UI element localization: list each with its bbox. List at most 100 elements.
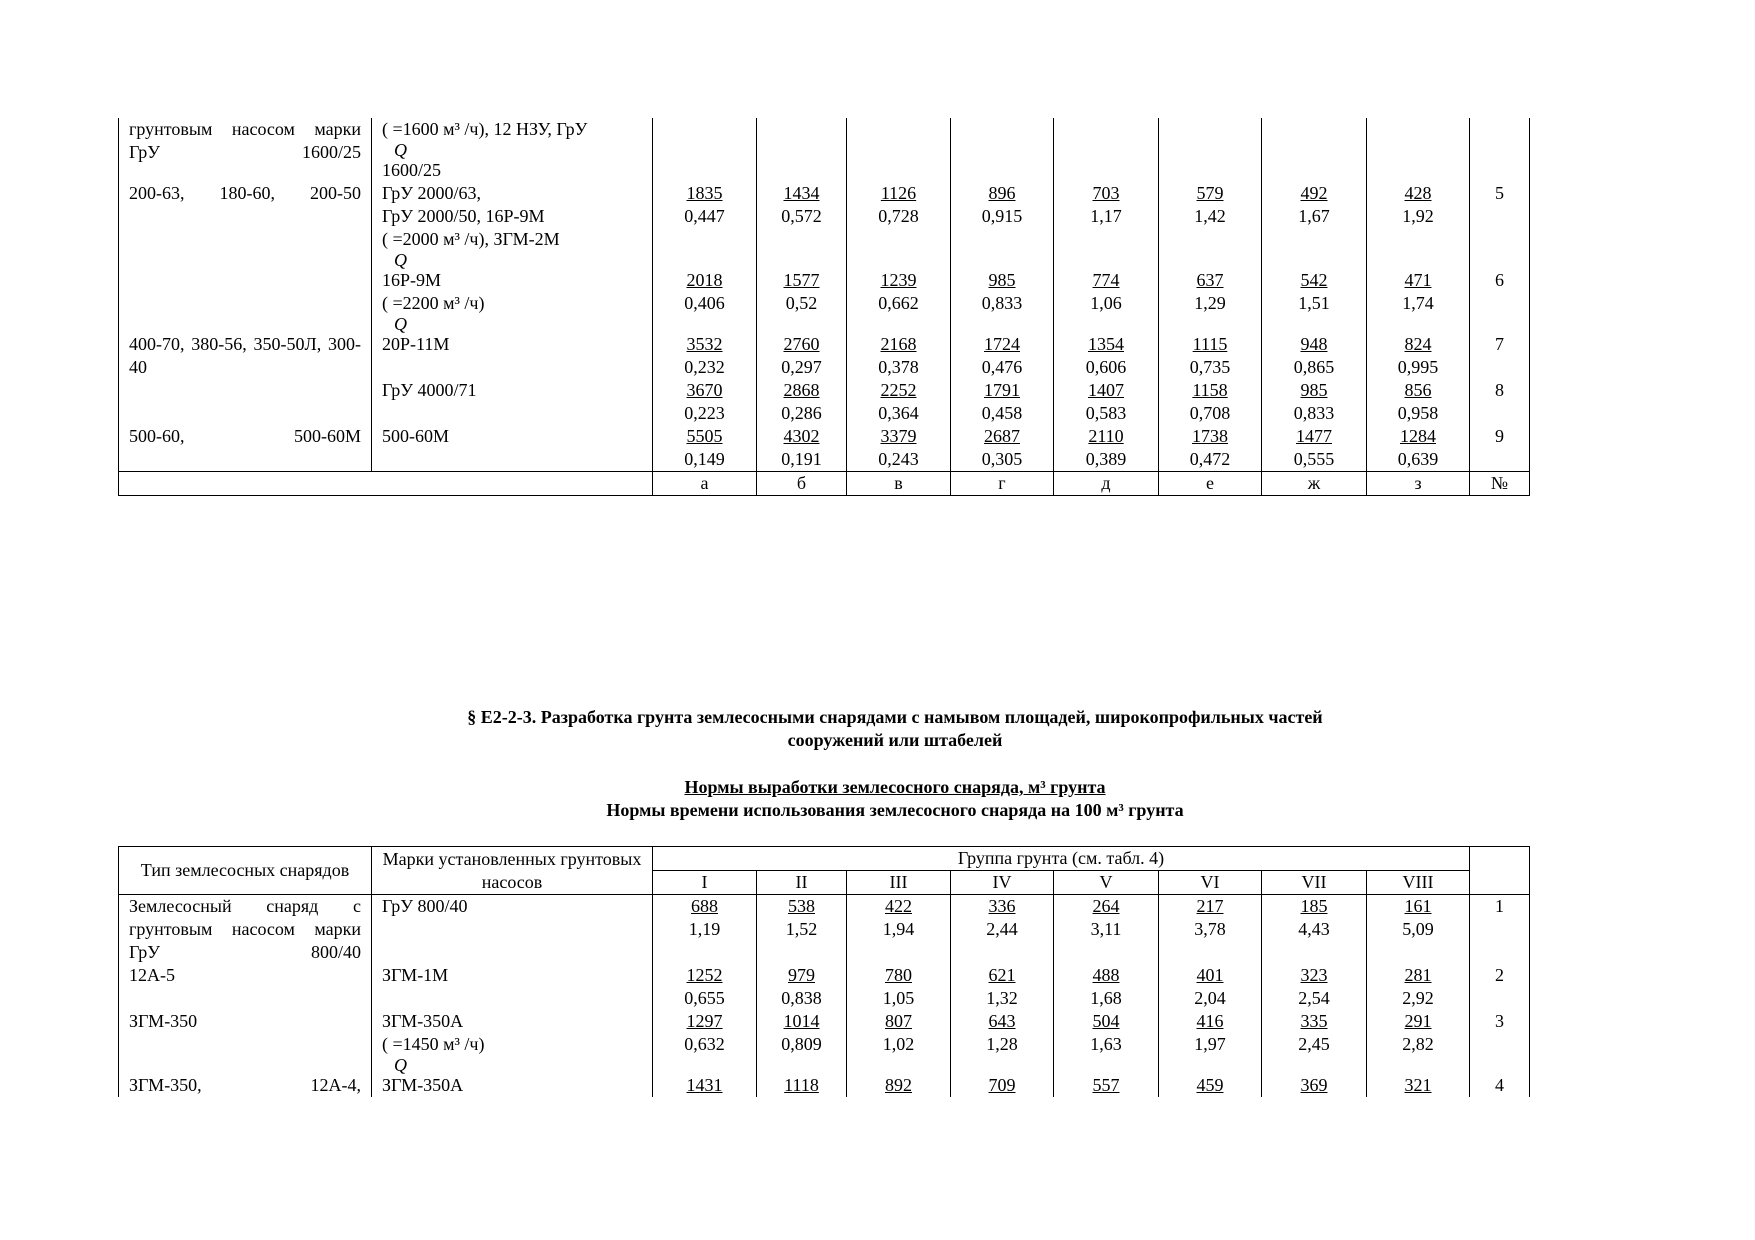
time-value: 1,63: [1090, 1034, 1122, 1054]
row-number-text: 6: [1495, 270, 1504, 290]
norm-value: 774: [1092, 270, 1120, 290]
value-cell: 1239 0,662: [846, 269, 951, 333]
type-text: Землесосный снаряд с грунтовым насосом м…: [129, 896, 361, 962]
norm-value: 621: [988, 965, 1016, 985]
table-row: 200-63, 180-60, 200-50 ГрУ 2000/63, ГрУ 20…: [118, 182, 1530, 270]
norm-value: 1835: [686, 183, 723, 203]
value-cell: 1724 0,476: [950, 333, 1054, 379]
pumps-cell: 500-60М: [371, 425, 653, 472]
value-cell: 5505 0,149: [652, 425, 757, 472]
norm-value: 579: [1196, 183, 1224, 203]
norm-value: 557: [1092, 1075, 1120, 1095]
value-cell: 709: [950, 1074, 1054, 1097]
value-cell: 542 1,51: [1261, 269, 1367, 333]
value-cell: 422 1,94: [846, 894, 951, 964]
value-cell: 824 0,995: [1366, 333, 1470, 379]
row-number: 2: [1469, 964, 1531, 1010]
header-row: Тип землесосных снарядов Марки установлен…: [118, 846, 1531, 895]
time-value: 1,94: [882, 919, 915, 939]
norm-value: 4302: [783, 426, 820, 446]
header-type: Тип землесосных снарядов: [118, 846, 372, 895]
pump-line: ( =2200 м³ /ч): [382, 293, 485, 313]
norm-value: 2687: [984, 426, 1020, 446]
group-label: V: [1053, 870, 1159, 895]
row-number: 4: [1469, 1074, 1531, 1097]
norm-value: 281: [1404, 965, 1432, 985]
norm-value: 807: [885, 1011, 912, 1031]
value-cell: 3670 0,223: [652, 379, 757, 425]
pump-line: ЗГМ-350А: [382, 1011, 464, 1031]
row-number-text: 7: [1495, 334, 1504, 354]
footer-blank: [118, 471, 653, 496]
norm-value: 985: [1300, 380, 1328, 400]
time-value: 2,92: [1402, 988, 1434, 1008]
value-cell: 3379 0,243: [846, 425, 951, 472]
row-number-text: 3: [1495, 1011, 1505, 1031]
value-cell: 2760 0,297: [756, 333, 847, 379]
time-value: 2,45: [1298, 1034, 1330, 1054]
time-value: 0,728: [878, 206, 919, 226]
value-cell: 1118: [756, 1074, 847, 1097]
time-value: 0,833: [981, 293, 1023, 313]
row-number-text: 9: [1495, 426, 1504, 446]
row-number-text: 2: [1495, 965, 1505, 985]
norm-value: 3532: [686, 334, 723, 354]
pumps-cell: ЗГМ-350А: [371, 1074, 653, 1097]
time-value: 1,92: [1402, 206, 1434, 226]
value-cell: 948 0,865: [1261, 333, 1367, 379]
pump-line: ЗГМ-1М: [382, 965, 449, 985]
type-cell: грунтовым насосом марки ГрУ 1600/25: [118, 118, 372, 182]
value-cell: 1791 0,458: [950, 379, 1054, 425]
pumps-cell: 16Р-9М ( =2200 м³ /ч) Q: [371, 269, 653, 333]
type-text: 12А-5: [129, 965, 175, 985]
value-cell: 504 1,63: [1053, 1010, 1159, 1074]
table-row: 16Р-9М ( =2200 м³ /ч) Q 2018 0,406 1577 0,52 12…: [118, 269, 1530, 333]
time-value: 0,583: [1085, 403, 1127, 423]
value-cell: 264 3,11: [1053, 894, 1159, 964]
value-cell: 336 2,44: [950, 894, 1054, 964]
norm-value: 948: [1300, 334, 1328, 354]
value-cell: 369: [1261, 1074, 1367, 1097]
pump-line: Q: [394, 1055, 407, 1075]
norm-value: 2252: [880, 380, 917, 400]
header-pumps: Марки установленных грунтовых насосов: [371, 846, 653, 895]
type-text: 400-70, 380-56, 350-50Л, 300-40: [129, 334, 361, 377]
pump-line: ( =1600 м³ /ч), 12 НЗУ, ГрУ: [382, 119, 588, 139]
pumps-cell: ГрУ 4000/71: [371, 379, 653, 425]
row-number: 7: [1469, 333, 1530, 379]
value-cell: 2868 0,286: [756, 379, 847, 425]
time-value: 0,243: [878, 449, 919, 469]
value-cell: 985 0,833: [1261, 379, 1367, 425]
norm-value: 291: [1404, 1011, 1432, 1031]
value-cell: 217 3,78: [1158, 894, 1262, 964]
time-value: 0,458: [981, 403, 1023, 423]
group-label: VI: [1158, 870, 1262, 895]
footer-cell: в: [846, 471, 951, 496]
subtitle: Нормы времени использования землесосного…: [606, 800, 1184, 820]
footer-cell: з: [1366, 471, 1470, 496]
time-value: 1,68: [1090, 988, 1122, 1008]
pumps-cell: 20Р-11М: [371, 333, 653, 379]
row-number: [1469, 118, 1530, 182]
value-cell: 643 1,28: [950, 1010, 1054, 1074]
type-cell: Землесосный снаряд с грунтовым насосом м…: [118, 894, 372, 964]
type-cell: [118, 269, 372, 333]
norm-value: 1407: [1088, 380, 1124, 400]
value-cell: 621 1,32: [950, 964, 1054, 1010]
value-cell: 1434 0,572: [756, 182, 847, 269]
pump-line: Q: [394, 250, 407, 270]
norm-value: 321: [1404, 1075, 1432, 1095]
pump-line: Q: [394, 140, 407, 160]
value-cell: 1477 0,555: [1261, 425, 1367, 472]
group-label: I: [652, 870, 757, 895]
group-label: VII: [1261, 870, 1367, 895]
norm-value: 323: [1300, 965, 1328, 985]
pump-line: ( =1450 м³ /ч): [382, 1034, 485, 1054]
type-text: ЗГМ-350: [129, 1011, 198, 1031]
norm-value: 643: [988, 1011, 1016, 1031]
value-cell: 1014 0,809: [756, 1010, 847, 1074]
time-value: 0,708: [1189, 403, 1231, 423]
value-cell: 538 1,52: [756, 894, 847, 964]
value-cell: 323 2,54: [1261, 964, 1367, 1010]
value-cell: 1297 0,632: [652, 1010, 757, 1074]
